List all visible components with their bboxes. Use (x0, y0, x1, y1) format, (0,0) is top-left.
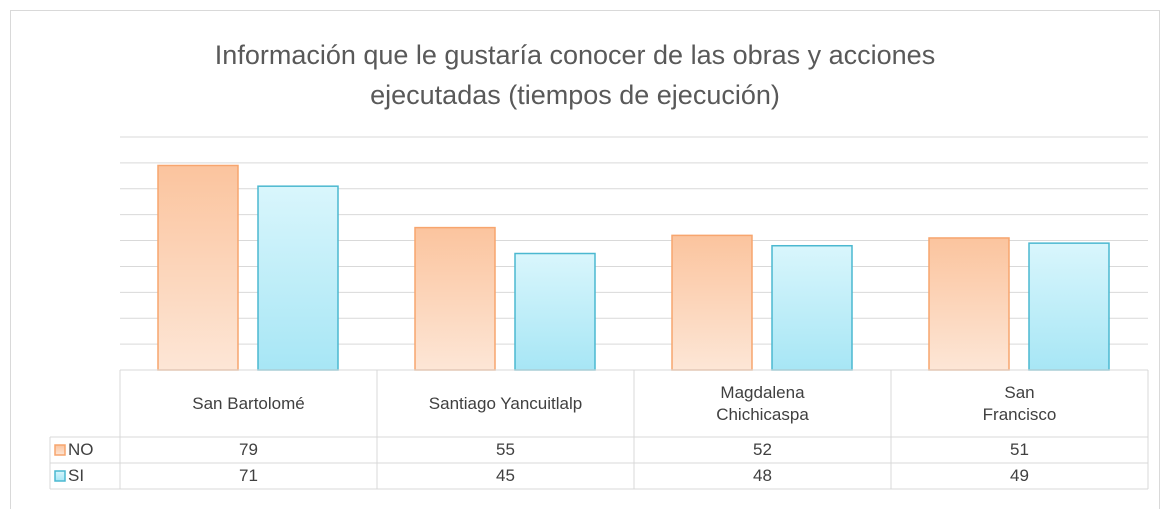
legend-swatch (54, 470, 66, 482)
bar (157, 164, 239, 371)
legend-swatch (54, 444, 66, 456)
bar (1028, 242, 1110, 371)
bar (257, 185, 339, 371)
bar (928, 237, 1010, 371)
chart-title: Información que le gustaría conocer de l… (214, 40, 936, 110)
value-cell: 71 (239, 466, 258, 485)
legend-label: SI (68, 466, 85, 485)
bar (671, 234, 753, 371)
value-cell: 49 (1010, 466, 1029, 485)
value-cell: 51 (1010, 440, 1029, 459)
value-cell: 48 (753, 466, 772, 485)
value-cell: 52 (753, 440, 772, 459)
bar (771, 244, 853, 371)
bar (414, 226, 496, 371)
chart-border (10, 10, 1160, 509)
category-label: Magdalena Chichicaspa (716, 382, 809, 424)
category-label: Santiago Yancuitlalp (428, 393, 583, 413)
value-cell: 45 (496, 466, 515, 485)
value-cell: 79 (239, 440, 258, 459)
category-label: San Bartolomé (192, 393, 305, 413)
value-cell: 55 (496, 440, 515, 459)
category-label: San Francisco (982, 382, 1057, 424)
bar (514, 252, 596, 371)
legend-label: NO (68, 440, 94, 459)
